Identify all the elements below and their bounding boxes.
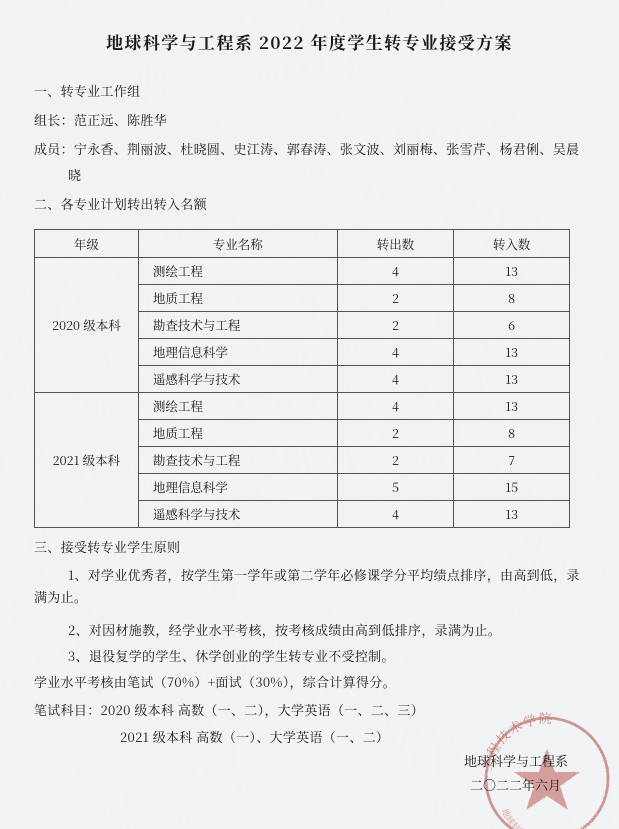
svg-text:地球科学与工程系: 地球科学与工程系 bbox=[499, 807, 561, 829]
